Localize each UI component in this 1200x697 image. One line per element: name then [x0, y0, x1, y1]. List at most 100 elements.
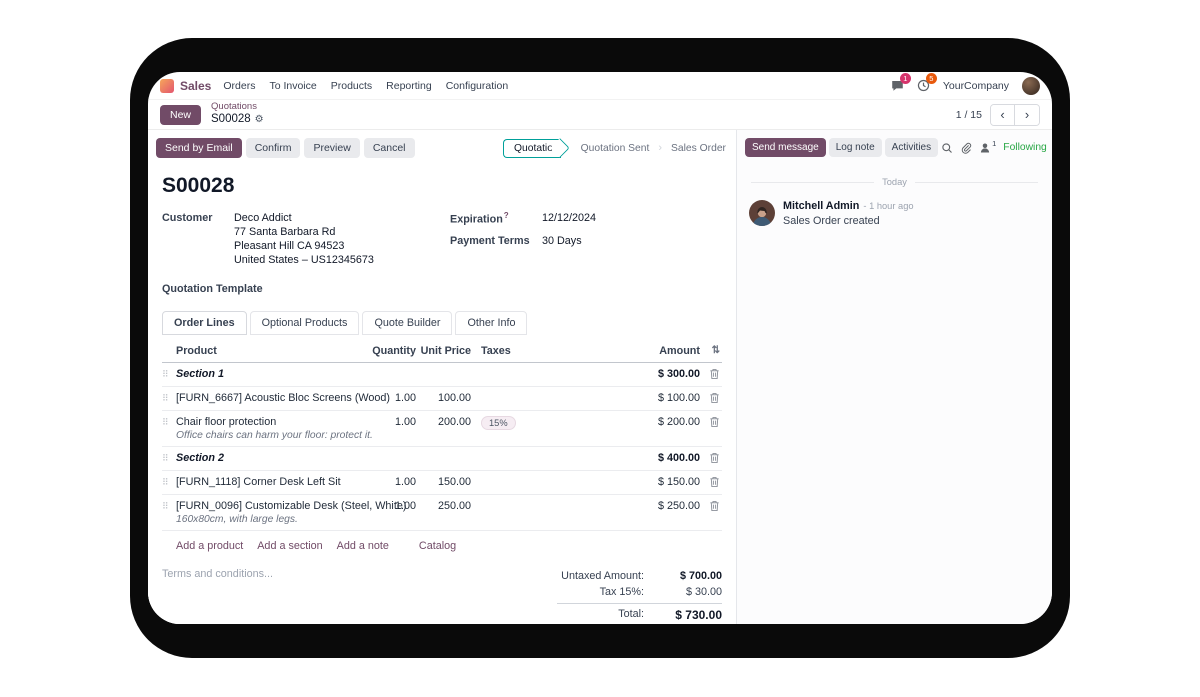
messages-icon[interactable]: 1 — [891, 73, 911, 92]
drag-handle-icon[interactable]: ⠿ — [162, 417, 169, 428]
product-name[interactable]: [FURN_6667] Acoustic Bloc Screens (Wood) — [176, 392, 391, 405]
cancel-button[interactable]: Cancel — [363, 138, 415, 158]
tab-quote-builder[interactable]: Quote Builder — [362, 311, 453, 336]
customer-label: Customer — [162, 212, 213, 224]
chevron-right-icon: › — [658, 142, 663, 154]
menu-to-invoice[interactable]: To Invoice — [269, 79, 317, 92]
payment-terms-value[interactable]: 30 Days — [542, 234, 582, 247]
table-row-section[interactable]: ⠿ Section 1 $ 300.00 — [162, 363, 722, 388]
line-quantity[interactable]: 1.00 — [394, 500, 416, 513]
table-row-product[interactable]: ⠿ [FURN_0096] Customizable Desk (Steel, … — [162, 495, 722, 532]
tab-optional-products[interactable]: Optional Products — [249, 311, 360, 336]
pager-prev-icon[interactable]: ‹ — [991, 104, 1015, 125]
tax-badge[interactable]: 15% — [481, 416, 516, 431]
add-a-section-link[interactable]: Add a section — [257, 540, 323, 553]
company-switcher[interactable]: YourCompany — [942, 79, 1009, 92]
line-quantity[interactable]: 1.00 — [394, 416, 416, 429]
drag-handle-icon[interactable]: ⠿ — [162, 453, 169, 464]
line-taxes[interactable]: 15% — [471, 416, 551, 431]
followers-icon[interactable]: 1 — [979, 139, 996, 154]
menu-products[interactable]: Products — [330, 79, 373, 92]
menu-configuration[interactable]: Configuration — [445, 79, 509, 92]
breadcrumb-parent[interactable]: Quotations — [211, 101, 257, 113]
pager-next-icon[interactable]: › — [1015, 104, 1039, 125]
chatter-message[interactable]: Mitchell Admin 1 hour ago Sales Order cr… — [737, 187, 1052, 227]
sort-toggle-icon[interactable]: ⇅ — [711, 345, 720, 357]
status-sales-order[interactable]: Sales Order — [671, 142, 726, 154]
drag-handle-icon[interactable]: ⠿ — [162, 393, 169, 404]
product-description[interactable]: Office chairs can harm your floor: prote… — [176, 430, 373, 442]
line-unit-price[interactable]: 250.00 — [437, 500, 471, 513]
search-messages-icon[interactable] — [941, 142, 953, 154]
status-quotation[interactable]: Quotation — [503, 138, 561, 158]
drag-handle-icon[interactable]: ⠿ — [162, 501, 169, 512]
menu-reporting[interactable]: Reporting — [386, 79, 432, 92]
activities-button[interactable]: Activities — [884, 138, 939, 157]
catalog-link[interactable]: Catalog — [418, 540, 457, 553]
following-toggle[interactable]: Following — [1003, 142, 1047, 153]
user-avatar[interactable] — [1022, 76, 1040, 95]
author-avatar — [749, 200, 775, 226]
table-row-product[interactable]: ⠿ [FURN_1118] Corner Desk Left Sit 1.00 … — [162, 471, 722, 496]
line-quantity[interactable]: 1.00 — [394, 476, 416, 489]
col-header-product[interactable]: Product — [176, 345, 217, 358]
table-row-product[interactable]: ⠿ [FURN_6667] Acoustic Bloc Screens (Woo… — [162, 387, 722, 412]
expiration-label-wrap: Expiration? — [450, 211, 542, 227]
line-unit-price[interactable]: 150.00 — [437, 476, 471, 489]
notebook-tabs: Order Lines Optional Products Quote Buil… — [162, 311, 722, 336]
status-quotation-sent[interactable]: Quotation Sent — [580, 142, 650, 154]
settings-gear-icon[interactable]: ⚙ — [254, 114, 264, 126]
message-author[interactable]: Mitchell Admin — [783, 200, 860, 212]
product-name[interactable]: [FURN_1118] Corner Desk Left Sit — [176, 476, 341, 489]
send-by-email-button[interactable]: Send by Email — [156, 138, 242, 158]
delete-row-icon[interactable] — [709, 392, 720, 404]
untaxed-amount-label: Untaxed Amount: — [561, 570, 644, 583]
sales-app-icon[interactable] — [160, 78, 174, 93]
total-value: $ 730.00 — [675, 608, 722, 623]
col-header-taxes[interactable]: Taxes — [481, 345, 511, 358]
section-name[interactable]: Section 2 — [176, 452, 225, 465]
col-header-amount[interactable]: Amount — [659, 345, 700, 358]
expiration-value[interactable]: 12/12/2024 — [542, 212, 597, 224]
delete-row-icon[interactable] — [709, 476, 720, 488]
preview-button[interactable]: Preview — [304, 138, 360, 158]
app-name[interactable]: Sales — [180, 78, 212, 93]
product-description[interactable]: 160x80cm, with large legs. — [176, 514, 298, 526]
tab-other-info[interactable]: Other Info — [455, 311, 528, 336]
attachments-icon[interactable] — [960, 142, 972, 154]
add-a-note-link[interactable]: Add a note — [336, 540, 389, 553]
breadcrumb-record-name[interactable]: S00028 — [211, 113, 251, 126]
delete-row-icon[interactable] — [709, 500, 720, 512]
menu-orders[interactable]: Orders — [223, 79, 256, 92]
record-title[interactable]: S00028 — [162, 174, 235, 197]
main-menu: Orders To Invoice Products Reporting Con… — [223, 80, 508, 92]
terms-placeholder[interactable]: Terms and conditions... — [162, 568, 274, 581]
line-unit-price[interactable]: 100.00 — [437, 392, 471, 405]
col-header-quantity[interactable]: Quantity — [372, 345, 416, 358]
table-row-section[interactable]: ⠿ Section 2 $ 400.00 — [162, 447, 722, 472]
add-a-product-link[interactable]: Add a product — [176, 540, 244, 553]
section-name[interactable]: Section 1 — [176, 368, 225, 381]
total-label: Total: — [618, 608, 644, 621]
activities-icon[interactable]: 5 — [917, 73, 937, 92]
customer-name[interactable]: Deco Addict — [234, 212, 292, 224]
help-icon[interactable]: ? — [503, 211, 509, 220]
tax-value: $ 30.00 — [685, 586, 722, 599]
drag-handle-icon[interactable]: ⠿ — [162, 477, 169, 488]
customer-value: Deco Addict 77 Santa Barbara Rd Pleasant… — [234, 211, 374, 267]
col-header-unit-price[interactable]: Unit Price — [420, 345, 471, 358]
log-note-button[interactable]: Log note — [828, 138, 882, 157]
line-quantity[interactable]: 1.00 — [394, 392, 416, 405]
product-name[interactable]: [FURN_0096] Customizable Desk (Steel, Wh… — [176, 500, 407, 513]
line-unit-price[interactable]: 200.00 — [437, 416, 471, 429]
new-button[interactable]: New — [160, 104, 202, 125]
delete-row-icon[interactable] — [709, 416, 720, 428]
product-name[interactable]: Chair floor protection — [176, 416, 277, 429]
send-message-button[interactable]: Send message — [745, 138, 826, 157]
delete-row-icon[interactable] — [709, 452, 720, 464]
table-row-product[interactable]: ⠿ Chair floor protection Office chairs c… — [162, 411, 722, 448]
tab-order-lines[interactable]: Order Lines — [162, 311, 247, 336]
confirm-button[interactable]: Confirm — [245, 138, 301, 158]
drag-handle-icon[interactable]: ⠿ — [162, 369, 169, 380]
delete-row-icon[interactable] — [709, 368, 720, 380]
